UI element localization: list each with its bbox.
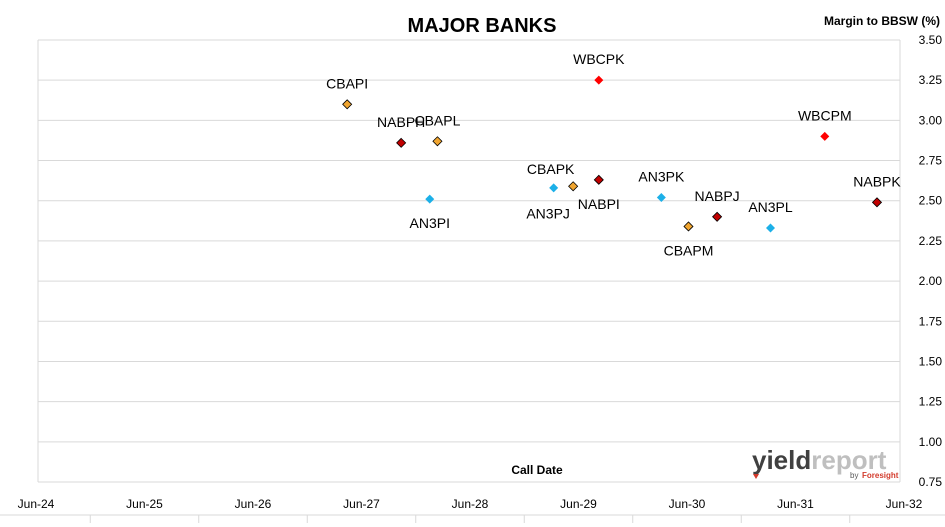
chart-title: MAJOR BANKS bbox=[408, 15, 557, 37]
x-tick-label: Jun-24 bbox=[18, 497, 55, 511]
point-label-nabpi: NABPI bbox=[578, 196, 620, 212]
y-tick-label: 1.75 bbox=[919, 314, 943, 328]
point-cbapk bbox=[549, 183, 559, 193]
point-label-cbapk: CBAPK bbox=[527, 161, 575, 177]
y-tick-label: 3.00 bbox=[919, 113, 943, 127]
logo-brand-text: Foresight bbox=[862, 471, 899, 480]
point-an3pi bbox=[425, 194, 435, 204]
point-an3pk bbox=[656, 193, 666, 203]
point-label-cbapi: CBAPI bbox=[326, 75, 368, 91]
logo-yield-text: yield bbox=[752, 445, 811, 475]
point-label-wbcpm: WBCPM bbox=[798, 107, 852, 123]
point-wbcpk bbox=[594, 75, 604, 85]
x-axis: Jun-24 Jun-25 Jun-26 Jun-27 Jun-28 Jun-29 Jun-… bbox=[0, 497, 945, 523]
logo-report-text: report bbox=[811, 445, 886, 475]
y-tick-label: 0.75 bbox=[919, 475, 943, 489]
logo-arrow-icon bbox=[753, 474, 759, 479]
y-tick-label: 2.00 bbox=[919, 274, 943, 288]
y-tick-label: 2.25 bbox=[919, 234, 943, 248]
y-tick-label: 2.75 bbox=[919, 154, 943, 168]
point-label-nabpj: NABPJ bbox=[695, 188, 740, 204]
y-tick-label: 1.25 bbox=[919, 395, 943, 409]
point-label-wbcpk: WBCPK bbox=[573, 51, 625, 67]
x-tick-label: Jun-30 bbox=[669, 497, 706, 511]
point-label-nabpk: NABPK bbox=[853, 173, 901, 189]
y-tick-label: 1.50 bbox=[919, 354, 943, 368]
point-cbapi bbox=[342, 99, 353, 110]
x-tick-label: Jun-27 bbox=[343, 497, 380, 511]
y-tick-label: 2.50 bbox=[919, 194, 943, 208]
point-label-an3pi: AN3PI bbox=[410, 215, 450, 231]
point-an3pj bbox=[568, 181, 579, 192]
point-nabph bbox=[396, 137, 407, 148]
x-tick-label: Jun-26 bbox=[235, 497, 272, 511]
x-tick-label: Jun-31 bbox=[777, 497, 814, 511]
point-label-an3pj: AN3PJ bbox=[526, 205, 570, 221]
x-tick-label: Jun-29 bbox=[560, 497, 597, 511]
yieldreport-logo: yieldreport by Foresight bbox=[752, 445, 899, 480]
point-label-an3pl: AN3PL bbox=[748, 199, 793, 215]
x-axis-title: Call Date bbox=[511, 463, 563, 477]
point-label-cbapm: CBAPM bbox=[664, 242, 714, 258]
point-label-nabph: NABPH bbox=[377, 114, 425, 130]
point-label-cbapl: CBAPL bbox=[414, 112, 460, 128]
logo-by-text: by bbox=[850, 471, 858, 480]
point-cbapl bbox=[432, 136, 443, 147]
point-nabpk bbox=[871, 197, 883, 208]
y-tick-label: 1.00 bbox=[919, 435, 943, 449]
point-nabpi bbox=[593, 174, 604, 185]
y-axis-title: Margin to BBSW (%) bbox=[824, 14, 940, 28]
point-cbapm bbox=[683, 221, 694, 232]
svg-text:yieldreport: yieldreport bbox=[752, 445, 887, 475]
y-tick-label: 3.25 bbox=[919, 73, 943, 87]
x-tick-label: Jun-28 bbox=[452, 497, 489, 511]
point-nabpj bbox=[712, 211, 723, 222]
y-tick-label: 3.50 bbox=[919, 33, 943, 47]
gridlines bbox=[37, 39, 901, 483]
x-tick-label: Jun-32 bbox=[886, 497, 923, 511]
point-an3pl bbox=[765, 223, 775, 233]
point-label-an3pk: AN3PK bbox=[638, 169, 685, 185]
point-wbcpm bbox=[820, 131, 830, 141]
x-tick-label: Jun-25 bbox=[126, 497, 163, 511]
y-axis: 0.75 1.00 1.25 1.50 1.75 2.00 2.25 2.50 2.75 3.00… bbox=[919, 33, 943, 489]
